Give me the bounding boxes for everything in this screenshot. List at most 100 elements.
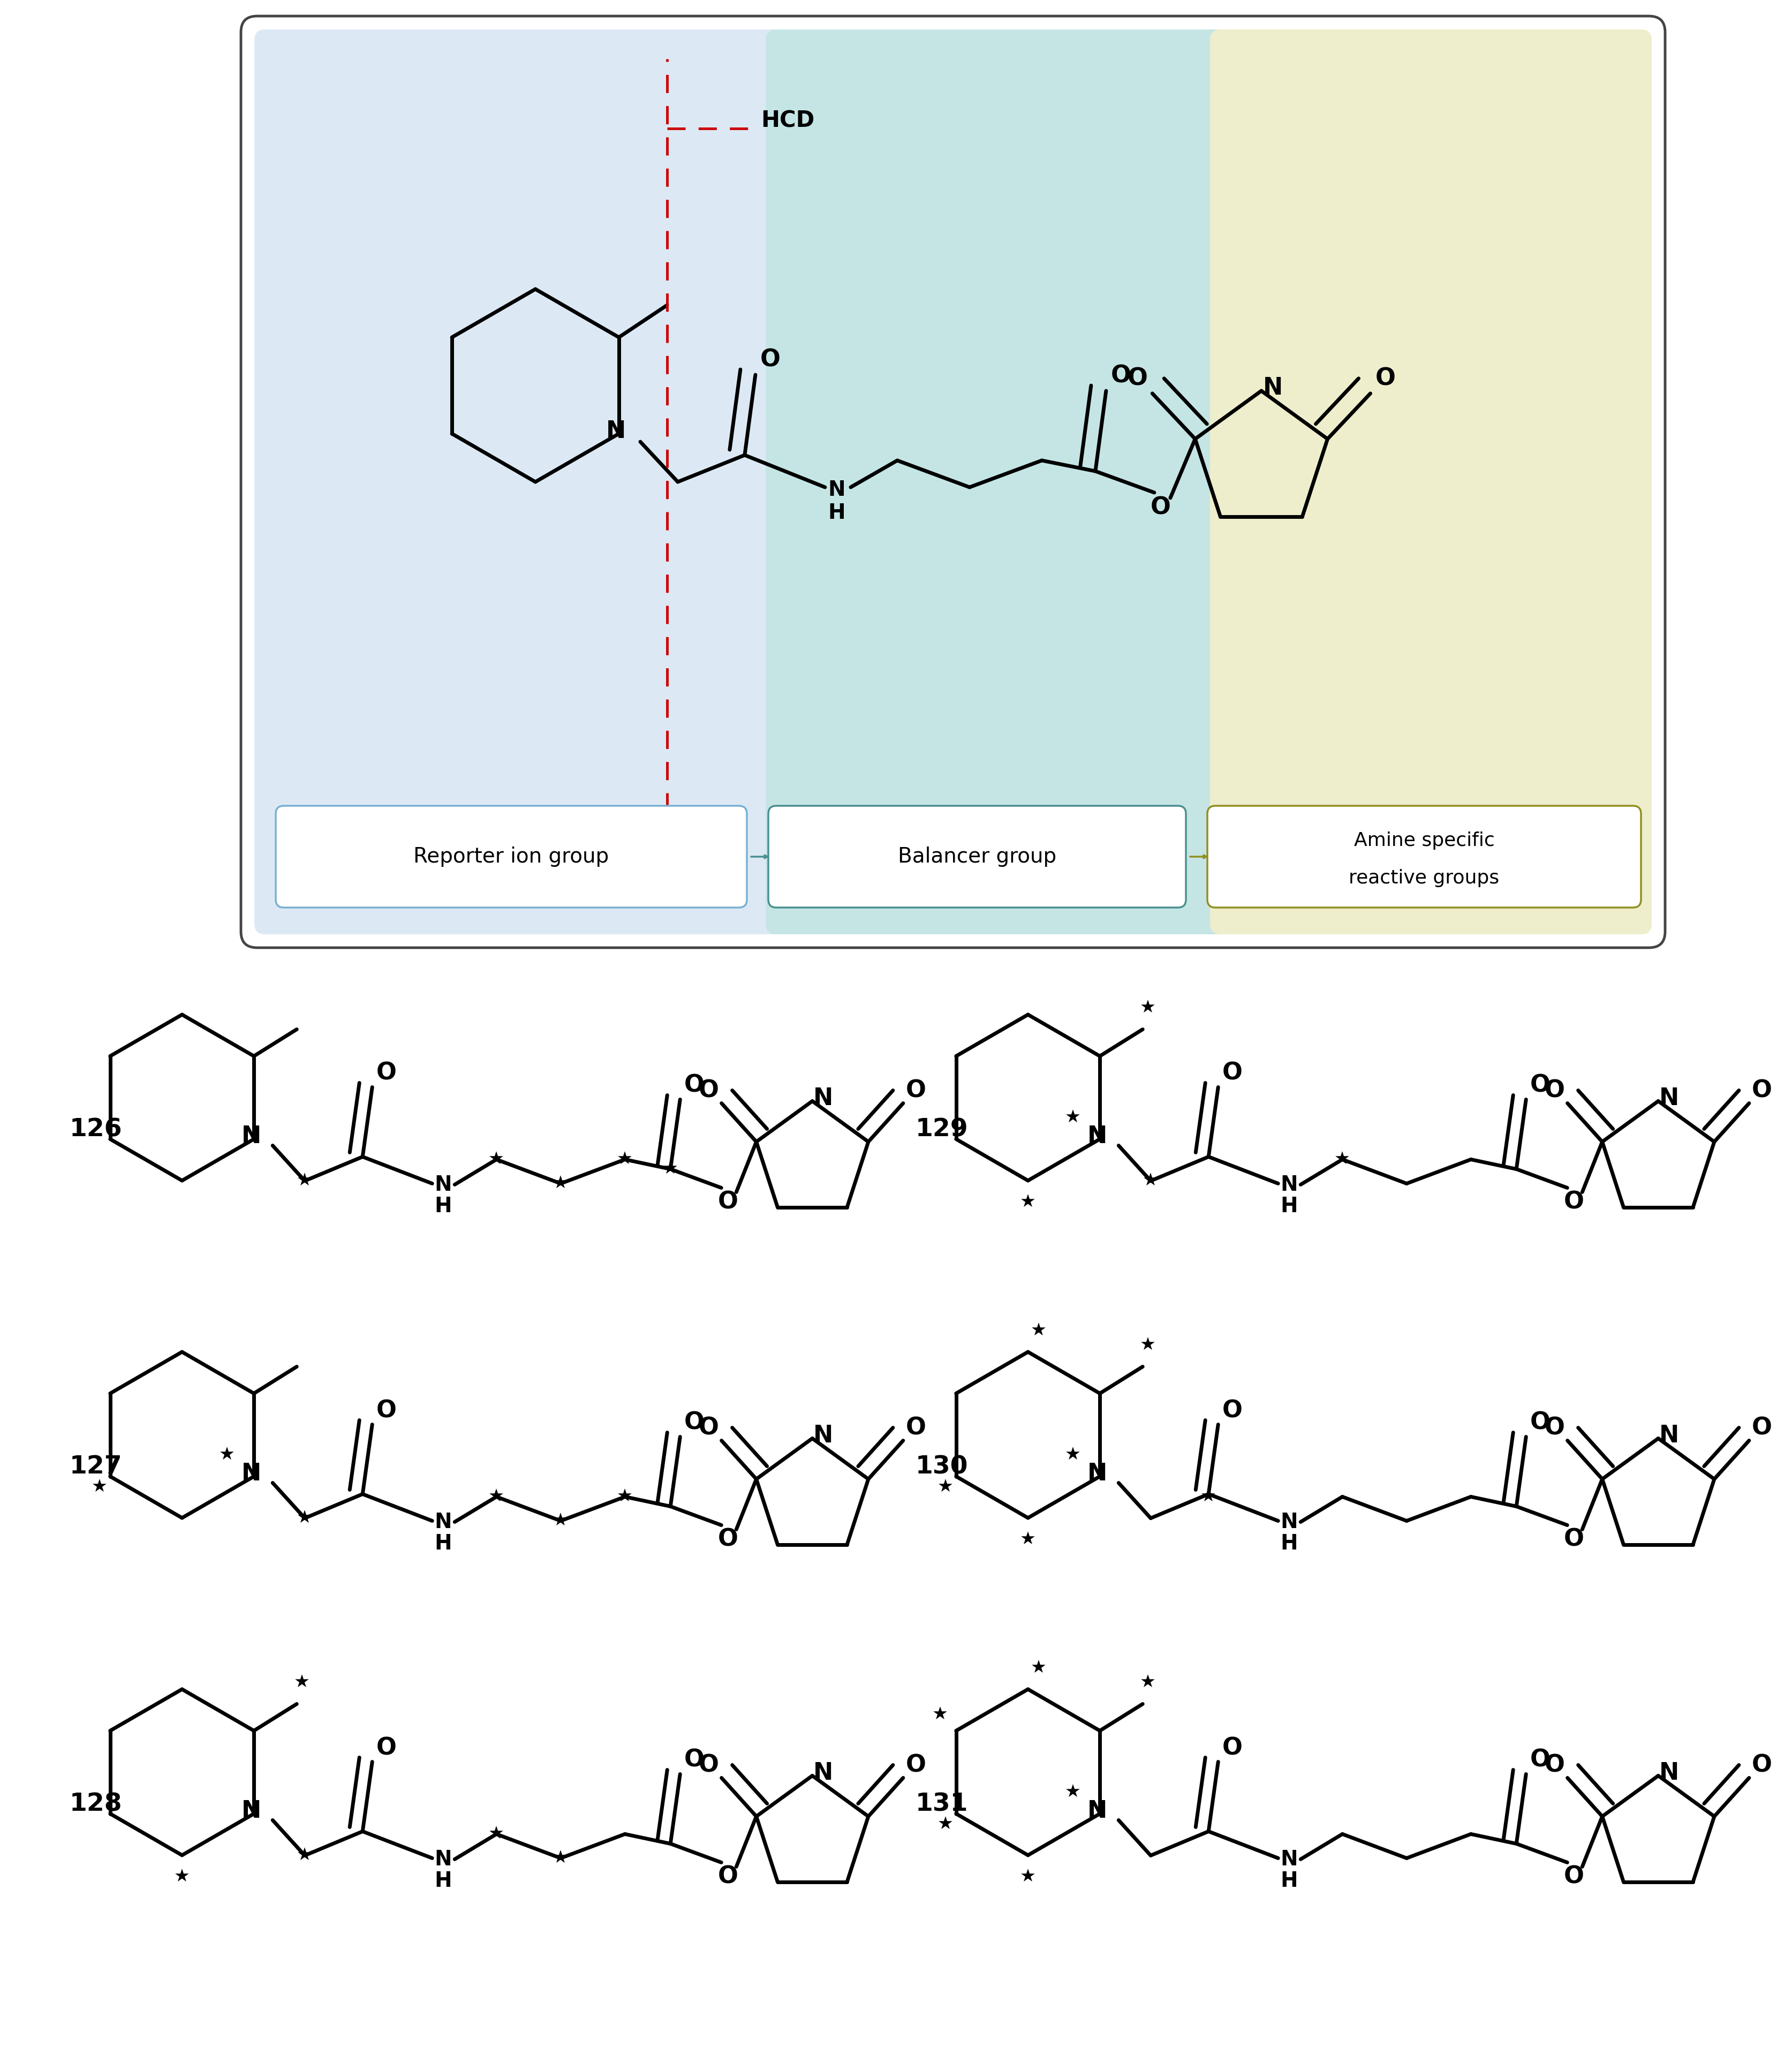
Text: O: O bbox=[1545, 1079, 1564, 1102]
Text: Balancer group: Balancer group bbox=[898, 847, 1057, 868]
FancyBboxPatch shape bbox=[276, 806, 747, 907]
Text: O: O bbox=[1530, 1410, 1550, 1435]
Text: O: O bbox=[1564, 1865, 1584, 1887]
Text: ★: ★ bbox=[552, 1848, 568, 1867]
Text: ★: ★ bbox=[91, 1478, 108, 1497]
Text: N: N bbox=[1659, 1762, 1679, 1785]
Text: ★: ★ bbox=[937, 1815, 953, 1834]
Text: ★: ★ bbox=[616, 1489, 633, 1505]
Text: H: H bbox=[434, 1534, 452, 1554]
Text: N: N bbox=[1279, 1848, 1297, 1869]
Text: O: O bbox=[1127, 366, 1147, 391]
Text: N: N bbox=[828, 479, 846, 500]
Text: ★: ★ bbox=[297, 1846, 314, 1865]
Text: ★: ★ bbox=[1335, 1151, 1351, 1168]
Text: N: N bbox=[1263, 376, 1283, 399]
Text: ★: ★ bbox=[489, 1826, 504, 1842]
Text: ★: ★ bbox=[1140, 1336, 1156, 1355]
Text: 126: 126 bbox=[70, 1118, 122, 1141]
Text: H: H bbox=[828, 504, 846, 522]
Text: O: O bbox=[1374, 366, 1396, 391]
Text: ★: ★ bbox=[1064, 1445, 1081, 1464]
Text: 127: 127 bbox=[70, 1456, 122, 1478]
Text: N: N bbox=[1659, 1425, 1679, 1447]
Text: N: N bbox=[1659, 1088, 1679, 1110]
Text: N: N bbox=[814, 1088, 833, 1110]
Text: N: N bbox=[606, 419, 625, 442]
Text: ★: ★ bbox=[489, 1151, 504, 1168]
FancyBboxPatch shape bbox=[769, 806, 1186, 907]
Text: O: O bbox=[1545, 1754, 1564, 1776]
Text: O: O bbox=[1564, 1190, 1584, 1213]
Text: O: O bbox=[376, 1398, 396, 1423]
Text: O: O bbox=[717, 1528, 738, 1550]
Text: O: O bbox=[699, 1754, 719, 1776]
Text: ★: ★ bbox=[1020, 1530, 1036, 1548]
Text: O: O bbox=[685, 1410, 704, 1435]
Text: ★: ★ bbox=[1140, 1674, 1156, 1692]
Text: O: O bbox=[760, 347, 781, 372]
Text: ★: ★ bbox=[294, 1674, 310, 1692]
Text: N: N bbox=[1088, 1799, 1107, 1822]
Text: O: O bbox=[907, 1417, 926, 1439]
Text: O: O bbox=[907, 1754, 926, 1776]
Text: O: O bbox=[1753, 1754, 1772, 1776]
Text: ★: ★ bbox=[937, 1478, 953, 1497]
Text: O: O bbox=[1753, 1417, 1772, 1439]
Text: O: O bbox=[1111, 364, 1131, 387]
Text: N: N bbox=[1279, 1511, 1297, 1532]
Text: ETD: ETD bbox=[611, 814, 659, 837]
Text: reactive groups: reactive groups bbox=[1349, 870, 1500, 888]
FancyBboxPatch shape bbox=[1208, 806, 1641, 907]
FancyBboxPatch shape bbox=[1210, 29, 1652, 933]
Text: HCD: HCD bbox=[760, 109, 814, 132]
Text: H: H bbox=[1279, 1871, 1297, 1892]
Text: N: N bbox=[814, 1425, 833, 1447]
Text: ★: ★ bbox=[552, 1511, 568, 1530]
Text: O: O bbox=[376, 1061, 396, 1086]
Text: N: N bbox=[814, 1762, 833, 1785]
Text: 130: 130 bbox=[916, 1456, 968, 1478]
Text: H: H bbox=[1279, 1197, 1297, 1217]
Text: N: N bbox=[1088, 1125, 1107, 1147]
Text: N: N bbox=[242, 1125, 262, 1147]
Text: N: N bbox=[1088, 1462, 1107, 1484]
Text: ★: ★ bbox=[174, 1867, 190, 1885]
Text: O: O bbox=[717, 1190, 738, 1213]
Text: N: N bbox=[434, 1511, 452, 1532]
Text: O: O bbox=[1150, 495, 1170, 518]
Text: O: O bbox=[1222, 1061, 1242, 1086]
Text: ★: ★ bbox=[616, 1151, 633, 1168]
Text: O: O bbox=[685, 1750, 704, 1772]
Text: O: O bbox=[717, 1865, 738, 1887]
Text: H: H bbox=[434, 1871, 452, 1892]
Text: ★: ★ bbox=[219, 1445, 235, 1464]
FancyBboxPatch shape bbox=[765, 29, 1231, 933]
Text: O: O bbox=[699, 1417, 719, 1439]
Text: O: O bbox=[1753, 1079, 1772, 1102]
Text: N: N bbox=[1279, 1174, 1297, 1195]
Text: ★: ★ bbox=[932, 1706, 948, 1723]
Text: ★: ★ bbox=[297, 1509, 314, 1528]
Text: ★: ★ bbox=[1030, 1322, 1047, 1338]
Text: 129: 129 bbox=[916, 1118, 968, 1141]
Text: ★: ★ bbox=[1143, 1172, 1159, 1190]
Text: N: N bbox=[242, 1799, 262, 1822]
Text: O: O bbox=[907, 1079, 926, 1102]
Text: N: N bbox=[434, 1848, 452, 1869]
FancyBboxPatch shape bbox=[240, 16, 1665, 948]
Text: O: O bbox=[685, 1073, 704, 1098]
Text: Amine specific: Amine specific bbox=[1353, 831, 1495, 849]
Text: O: O bbox=[1564, 1528, 1584, 1550]
Text: N: N bbox=[434, 1174, 452, 1195]
Text: ★: ★ bbox=[1064, 1108, 1081, 1127]
Text: 128: 128 bbox=[70, 1793, 122, 1815]
Text: O: O bbox=[1545, 1417, 1564, 1439]
FancyBboxPatch shape bbox=[254, 29, 787, 933]
Text: ★: ★ bbox=[663, 1160, 679, 1178]
Text: O: O bbox=[1222, 1398, 1242, 1423]
Text: N: N bbox=[242, 1462, 262, 1484]
Text: O: O bbox=[1530, 1073, 1550, 1098]
Text: ★: ★ bbox=[1201, 1489, 1217, 1505]
Text: H: H bbox=[434, 1197, 452, 1217]
